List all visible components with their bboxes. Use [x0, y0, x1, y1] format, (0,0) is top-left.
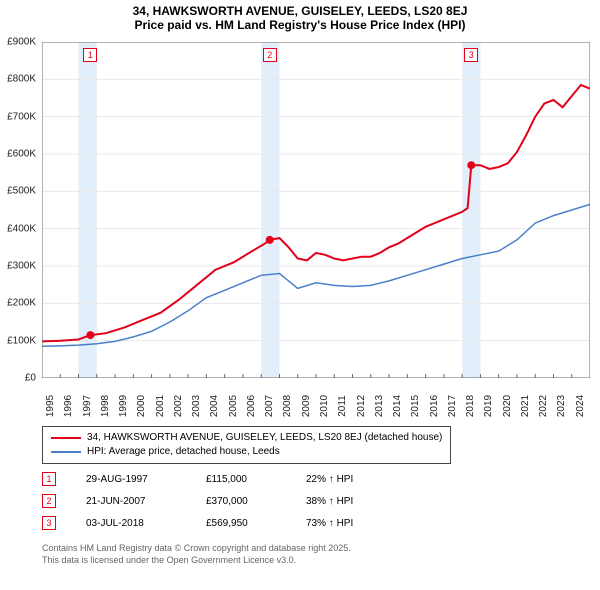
sales-table: 1 29-AUG-1997 £115,000 22% ↑ HPI 2 21-JU…: [42, 468, 386, 534]
x-tick-label: 2024: [575, 395, 586, 417]
sale-price: £115,000: [206, 474, 276, 485]
x-tick-label: 2020: [502, 395, 513, 417]
y-tick-label: £600K: [7, 149, 36, 160]
x-tick-label: 1999: [118, 395, 129, 417]
x-tick-label: 2014: [392, 395, 403, 417]
sale-marker-box: 3: [464, 48, 478, 62]
sale-price: £370,000: [206, 496, 276, 507]
x-tick-label: 2013: [374, 395, 385, 417]
x-tick-label: 2017: [447, 395, 458, 417]
sale-marker-box: 2: [263, 48, 277, 62]
y-tick-label: £800K: [7, 74, 36, 85]
x-tick-label: 2016: [429, 395, 440, 417]
y-tick-label: £700K: [7, 111, 36, 122]
x-tick-label: 2006: [246, 395, 257, 417]
y-tick-label: £200K: [7, 298, 36, 309]
sale-row-marker: 3: [42, 516, 56, 530]
x-tick-label: 2022: [538, 395, 549, 417]
x-tick-label: 1997: [82, 395, 93, 417]
y-axis-labels: £0£100K£200K£300K£400K£500K£600K£700K£80…: [0, 42, 40, 378]
x-tick-label: 2000: [136, 395, 147, 417]
y-tick-label: £900K: [7, 37, 36, 48]
x-tick-label: 1998: [100, 395, 111, 417]
sale-row: 2 21-JUN-2007 £370,000 38% ↑ HPI: [42, 490, 386, 512]
sale-pct: 73% ↑ HPI: [306, 518, 386, 529]
y-tick-label: £100K: [7, 335, 36, 346]
x-tick-label: 2011: [337, 395, 348, 417]
sale-date: 21-JUN-2007: [86, 496, 176, 507]
y-tick-label: £400K: [7, 223, 36, 234]
chart-title-subtitle: Price paid vs. HM Land Registry's House …: [0, 18, 600, 32]
x-tick-label: 2018: [465, 395, 476, 417]
x-tick-label: 2008: [282, 395, 293, 417]
x-tick-label: 2015: [410, 395, 421, 417]
sale-pct: 38% ↑ HPI: [306, 496, 386, 507]
sale-row-marker: 1: [42, 472, 56, 486]
x-tick-label: 2009: [301, 395, 312, 417]
sale-pct: 22% ↑ HPI: [306, 474, 386, 485]
x-tick-label: 2021: [520, 395, 531, 417]
chart-svg: [42, 42, 590, 378]
x-tick-label: 2007: [264, 395, 275, 417]
sale-row: 3 03-JUL-2018 £569,950 73% ↑ HPI: [42, 512, 386, 534]
y-tick-label: £0: [25, 373, 36, 384]
x-tick-label: 2010: [319, 395, 330, 417]
x-axis-labels: 1995 1996 1997 1998 1999 2000 2001 2002 2003 2004…: [42, 378, 590, 424]
legend-row: HPI: Average price, detached house, Leed…: [51, 445, 442, 459]
x-tick-label: 2012: [356, 395, 367, 417]
sale-price: £569,950: [206, 518, 276, 529]
x-tick-label: 2004: [209, 395, 220, 417]
x-tick-label: 2023: [556, 395, 567, 417]
footer-license: This data is licensed under the Open Gov…: [42, 554, 351, 566]
x-tick-label: 2002: [173, 395, 184, 417]
footer-copyright: Contains HM Land Registry data © Crown c…: [42, 542, 351, 554]
x-tick-label: 1996: [63, 395, 74, 417]
x-tick-label: 2019: [483, 395, 494, 417]
sale-date: 03-JUL-2018: [86, 518, 176, 529]
x-tick-label: 2003: [191, 395, 202, 417]
legend-swatch: [51, 437, 81, 439]
sale-date: 29-AUG-1997: [86, 474, 176, 485]
sale-marker-box: 1: [83, 48, 97, 62]
chart-plot-area: 1 2 3: [42, 42, 590, 378]
sale-row-marker: 2: [42, 494, 56, 508]
legend-row: 34, HAWKSWORTH AVENUE, GUISELEY, LEEDS, …: [51, 431, 442, 445]
chart-title-address: 34, HAWKSWORTH AVENUE, GUISELEY, LEEDS, …: [0, 4, 600, 18]
legend-label: HPI: Average price, detached house, Leed…: [87, 445, 280, 459]
sale-row: 1 29-AUG-1997 £115,000 22% ↑ HPI: [42, 468, 386, 490]
y-tick-label: £300K: [7, 261, 36, 272]
x-tick-label: 1995: [45, 395, 56, 417]
chart-legend: 34, HAWKSWORTH AVENUE, GUISELEY, LEEDS, …: [42, 426, 451, 464]
x-tick-label: 2001: [155, 395, 166, 417]
y-tick-label: £500K: [7, 186, 36, 197]
legend-label: 34, HAWKSWORTH AVENUE, GUISELEY, LEEDS, …: [87, 431, 442, 445]
legend-swatch: [51, 451, 81, 453]
x-tick-label: 2005: [228, 395, 239, 417]
